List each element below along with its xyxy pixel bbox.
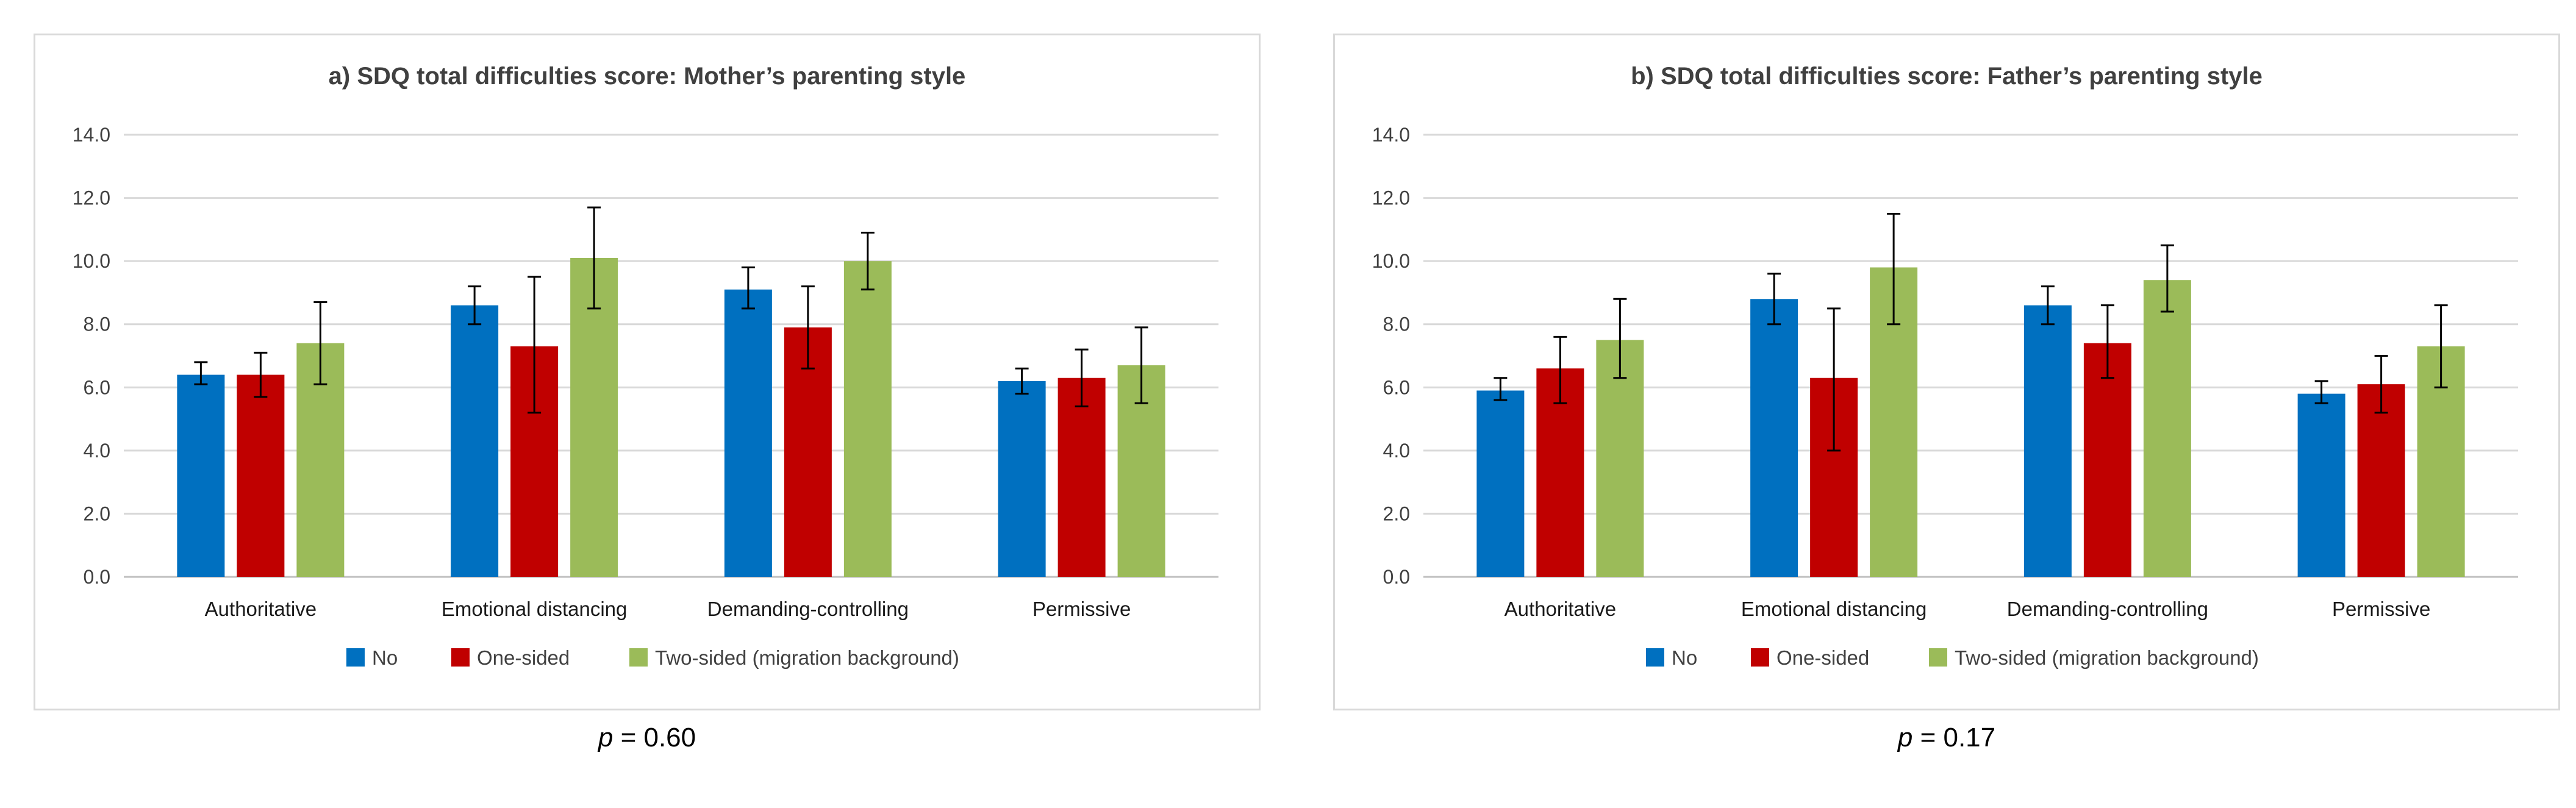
category-label: Emotional distancing [442, 598, 628, 620]
chart-svg-mother: a) SDQ total difficulties score: Mother’… [73, 63, 1218, 669]
legend-label-one-sided: One-sided [1776, 646, 1869, 669]
p-symbol: p [1897, 723, 1913, 753]
bar-no [998, 381, 1046, 577]
p-value-father: p = 0.17 [1333, 723, 2560, 753]
legend-label-no: No [372, 646, 398, 669]
y-tick-label: 12.0 [73, 187, 110, 209]
category-label: Emotional distancing [1741, 598, 1927, 620]
chart-panel-mother: a) SDQ total difficulties score: Mother’… [34, 34, 1261, 710]
bar-two-sided [2143, 280, 2191, 577]
y-tick-label: 2.0 [1383, 502, 1410, 524]
p-value-text: = 0.60 [613, 723, 696, 753]
y-tick-label: 14.0 [73, 124, 110, 146]
legend-swatch-no [1646, 648, 1664, 667]
category-label: Permissive [2332, 598, 2430, 620]
legend-swatch-two-sided [1929, 648, 1947, 667]
chart-title: b) SDQ total difficulties score: Father’… [1631, 63, 2263, 90]
legend-label-one-sided: One-sided [477, 646, 570, 669]
y-tick-label: 4.0 [1383, 440, 1410, 462]
bar-one-sided [237, 374, 285, 577]
legend-label-two-sided: Two-sided (migration background) [1955, 646, 2259, 669]
p-value-text: = 0.17 [1912, 723, 1996, 753]
bar-no [1476, 390, 1525, 577]
y-tick-label: 10.0 [1372, 250, 1410, 272]
category-label: Authoritative [1504, 598, 1616, 620]
y-tick-label: 10.0 [73, 250, 110, 272]
y-tick-label: 0.0 [84, 566, 110, 588]
bar-two-sided [570, 257, 618, 577]
y-tick-label: 6.0 [1383, 376, 1410, 398]
bar-no [1750, 299, 1798, 577]
legend-swatch-one-sided [451, 648, 470, 667]
legend-label-two-sided: Two-sided (migration background) [655, 646, 959, 669]
legend-swatch-two-sided [629, 648, 648, 667]
chart-svg-father: b) SDQ total difficulties score: Father’… [1372, 63, 2518, 669]
p-value-mother: p = 0.60 [34, 723, 1261, 753]
y-tick-label: 8.0 [84, 313, 110, 335]
legend-swatch-no [346, 648, 365, 667]
y-tick-label: 0.0 [1383, 566, 1410, 588]
category-label: Demanding-controlling [707, 598, 909, 620]
legend-label-no: No [1672, 646, 1697, 669]
bar-one-sided [1057, 377, 1106, 577]
category-label: Permissive [1032, 598, 1131, 620]
bar-no [724, 289, 772, 577]
bar-one-sided [2083, 343, 2131, 577]
bar-no [177, 374, 225, 577]
bar-one-sided [2357, 384, 2405, 577]
p-symbol: p [598, 723, 614, 753]
chart-panel-father: b) SDQ total difficulties score: Father’… [1333, 34, 2560, 710]
y-tick-label: 2.0 [84, 502, 110, 524]
y-tick-label: 6.0 [84, 376, 110, 398]
legend-swatch-one-sided [1751, 648, 1769, 667]
bar-two-sided [1596, 340, 1644, 577]
chart-title: a) SDQ total difficulties score: Mother’… [329, 63, 966, 90]
category-label: Authoritative [205, 598, 317, 620]
bar-no [451, 305, 499, 577]
y-tick-label: 4.0 [84, 440, 110, 462]
y-tick-label: 8.0 [1383, 313, 1410, 335]
bar-no [2297, 393, 2345, 577]
y-tick-label: 12.0 [1372, 187, 1410, 209]
bar-no [2023, 305, 2072, 577]
y-tick-label: 14.0 [1372, 124, 1410, 146]
bar-two-sided [843, 261, 892, 577]
category-label: Demanding-controlling [2007, 598, 2208, 620]
